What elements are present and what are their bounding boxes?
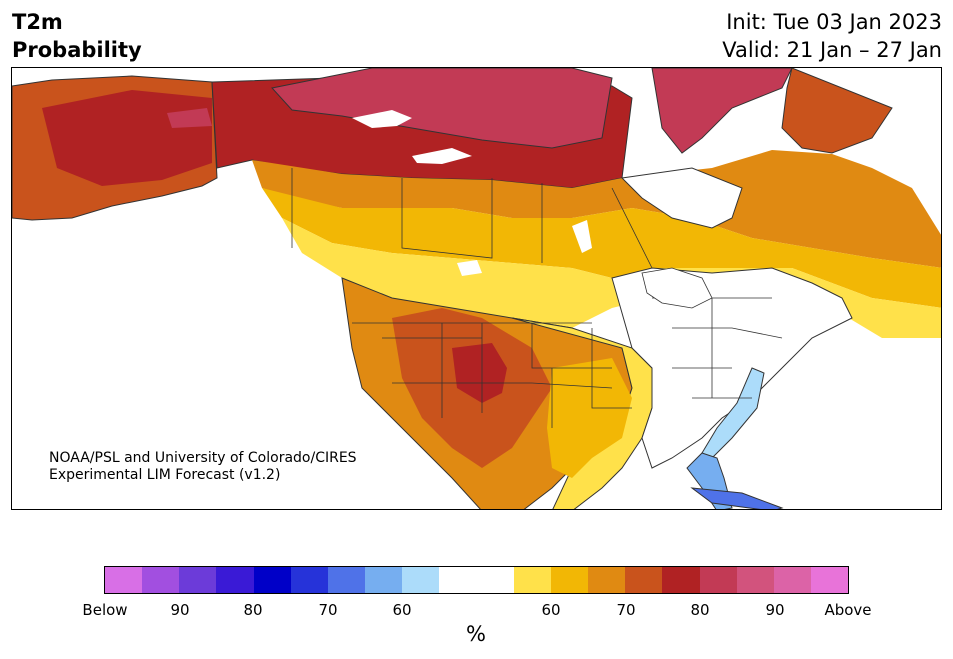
colorbar-tick-label: 90 — [765, 601, 785, 619]
colorbar-tick-label: 70 — [616, 601, 636, 619]
colorbar-segment — [736, 567, 774, 593]
valid-range: Valid: 21 Jan – 27 Jan — [722, 38, 942, 62]
band-yellow-canada — [262, 188, 941, 308]
colorbar-segment — [513, 567, 551, 593]
colorbar-segment — [699, 567, 737, 593]
colorbar-tick-label: 60 — [541, 601, 561, 619]
colorbar-segment — [142, 567, 180, 593]
colorbar-segment — [216, 567, 254, 593]
lake-white-3 — [572, 220, 592, 253]
band-orange-canada — [252, 150, 941, 268]
colorbar-segment — [588, 567, 626, 593]
map-title: T2m Probability — [12, 8, 142, 64]
colorbar-tick-label: Above — [824, 601, 872, 619]
colorbar-unit: % — [466, 622, 486, 646]
colorbar-tick-label: 80 — [690, 601, 710, 619]
probability-colorbar — [104, 566, 849, 594]
state-boundaries — [291, 168, 783, 428]
colorbar-segment — [365, 567, 403, 593]
colorbar-segment — [476, 567, 514, 593]
colorbar-segment — [662, 567, 700, 593]
attribution: NOAA/PSL and University of Colorado/CIRE… — [49, 450, 357, 484]
colorbar-segment — [105, 567, 143, 593]
colorbar-segment — [810, 567, 849, 593]
attribution-line-1: NOAA/PSL and University of Colorado/CIRE… — [49, 450, 357, 466]
southwest-peak — [452, 343, 507, 403]
forecast-dates: Init: Tue 03 Jan 2023 Valid: 21 Jan – 27… — [722, 8, 942, 64]
colorbar-tick-label: 90 — [170, 601, 190, 619]
colorbar-tick-label: 60 — [392, 601, 412, 619]
cuba — [690, 487, 784, 509]
colorbar-segment — [290, 567, 328, 593]
map-canvas — [12, 68, 941, 509]
great-lakes — [641, 267, 713, 309]
colorbar-segment — [253, 567, 291, 593]
greenland-red — [651, 68, 793, 154]
lake-white-1 — [352, 110, 412, 128]
colorbar-tick-label: 70 — [318, 601, 338, 619]
colorbar-segment — [179, 567, 217, 593]
colorbar-segment — [327, 567, 366, 593]
lake-white-4 — [457, 260, 482, 276]
init-date: Init: Tue 03 Jan 2023 — [726, 10, 942, 34]
variable-label: T2m — [12, 10, 63, 34]
hudson-bay — [620, 167, 743, 229]
colorbar-segment — [773, 567, 811, 593]
colorbar-segment — [402, 567, 440, 593]
colorbar-tick-label: Below — [82, 601, 128, 619]
forecast-map — [11, 67, 942, 510]
lake-white-2 — [412, 148, 472, 164]
colorbar-tick-label: 80 — [243, 601, 263, 619]
colorbar-segment — [439, 567, 477, 593]
alaska-peak — [167, 108, 212, 128]
arctic-islands — [271, 68, 613, 149]
attribution-line-2: Experimental LIM Forecast (v1.2) — [49, 467, 281, 483]
colorbar-segment — [625, 567, 663, 593]
greenland-orange — [781, 68, 893, 154]
probability-label: Probability — [12, 38, 142, 62]
colorbar-segment — [550, 567, 589, 593]
alaska-core — [42, 90, 212, 186]
